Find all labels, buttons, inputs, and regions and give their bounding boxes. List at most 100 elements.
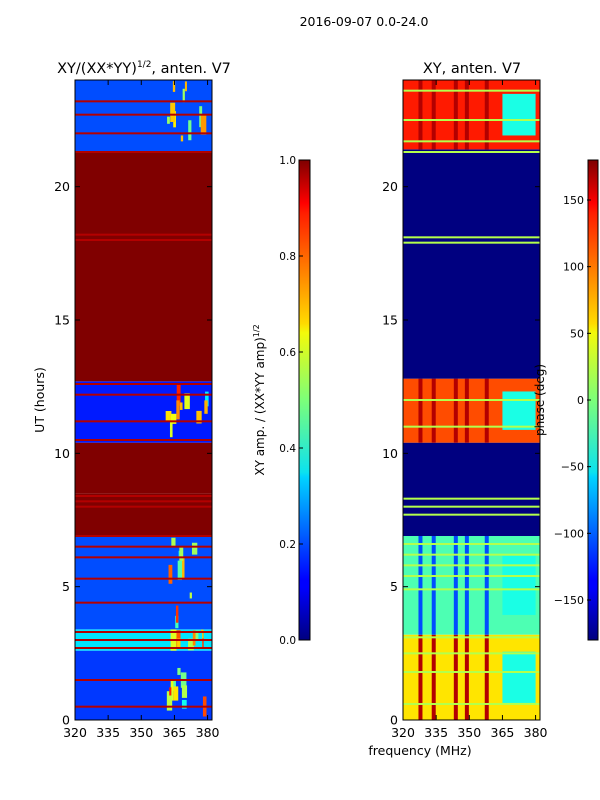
left-y-axis: 0 5 10 15 20 [54, 179, 212, 728]
y-tick-label: 5 [62, 579, 70, 594]
heatmap-cell [179, 402, 183, 410]
y-tick-label: 0 [390, 713, 398, 728]
heatmap-cell [168, 564, 173, 584]
heatmap-cell [179, 547, 184, 561]
right-colorbar-ticks: −150 −100 −50 0 50 100 150 [554, 194, 591, 607]
heatmap-cell [170, 102, 176, 122]
heatmap-cell [170, 413, 177, 424]
y-tick-label: 20 [54, 179, 70, 194]
heatmap-cell [180, 557, 185, 579]
heatmap-cell [177, 638, 181, 649]
right-plot-frame [402, 79, 541, 721]
heatmap-line [75, 420, 212, 423]
left-panel-title: XY/(XX*YY)1/2, anten. V7 [57, 60, 231, 77]
right-colorbar-label: phase (deg) [533, 364, 547, 436]
heatmap-line [403, 399, 540, 401]
heatmap-stripe [464, 536, 469, 635]
heatmap-line [75, 631, 212, 633]
heatmap-line [75, 647, 212, 649]
left-plot-frame [74, 79, 213, 721]
heatmap-line [75, 500, 212, 503]
heatmap-line [403, 89, 540, 92]
x-tick-label: 380 [524, 725, 548, 740]
right-colorbar: phase (deg) −150 −100 −50 0 50 100 150 [533, 159, 599, 641]
heatmap-line [403, 553, 540, 556]
heatmap-cell [502, 93, 536, 136]
heatmap-cell [201, 629, 204, 639]
heatmap-cell [177, 560, 183, 581]
left-colorbar-ticks: 0.0 0.2 0.4 0.6 0.8 1.0 [279, 155, 303, 647]
left-colorbar-gradient [298, 159, 311, 641]
heatmap-stripe [418, 378, 423, 443]
colorbar-tick-label: 0 [577, 394, 584, 407]
heatmap-cell [165, 411, 172, 422]
heatmap-cell [175, 605, 179, 623]
x-tick-label: 335 [424, 725, 448, 740]
heatmap-band [75, 381, 212, 443]
heatmap-cell [169, 421, 173, 438]
heatmap-cell [171, 537, 176, 548]
heatmap-line [403, 236, 540, 239]
colorbar-tick-label: 0.2 [279, 539, 296, 551]
heatmap-stripe [453, 536, 458, 635]
heatmap-stripe [418, 634, 423, 720]
x-tick-label: 380 [196, 725, 220, 740]
x-tick-label: 350 [129, 725, 153, 740]
heatmap-cell [184, 81, 187, 92]
heatmap-stripe [484, 634, 489, 720]
heatmap-line [403, 151, 540, 153]
heatmap-band [75, 536, 212, 630]
heatmap-line [75, 639, 212, 641]
heatmap-cell [502, 391, 536, 430]
x-tick-label: 350 [457, 725, 481, 740]
right-x-axis-label: frequency (MHz) [368, 743, 471, 758]
right-heatmap [403, 80, 540, 720]
left-y-axis-label: UT (hours) [32, 367, 47, 433]
heatmap-cell [184, 393, 190, 410]
y-tick-label: 10 [382, 446, 398, 461]
heatmap-line [75, 100, 212, 103]
heatmap-line [403, 497, 540, 500]
heatmap-line [403, 588, 540, 591]
heatmap-stripe [453, 634, 458, 720]
heatmap-band [75, 442, 212, 494]
colorbar-tick-label: −100 [554, 527, 584, 540]
heatmap-cell [205, 391, 209, 407]
heatmap-cell [196, 410, 202, 424]
heatmap-line [75, 679, 212, 681]
heatmap-cell [200, 114, 207, 135]
heatmap-cell [502, 651, 536, 703]
heatmap-cell [198, 632, 203, 651]
heatmap-line [403, 703, 540, 705]
heatmap-stripe [431, 378, 436, 443]
heatmap-line [403, 636, 540, 639]
colorbar-tick-label: −150 [554, 594, 584, 607]
heatmap-cell [181, 699, 187, 709]
heatmap-line [403, 671, 540, 673]
left-x-axis: 320 335 350 365 380 [63, 80, 220, 740]
colorbar-tick-label: 0.4 [279, 443, 296, 455]
heatmap-line [403, 241, 540, 244]
heatmap-band [403, 149, 540, 379]
heatmap-line [75, 113, 212, 116]
y-tick-label: 15 [382, 313, 398, 328]
x-tick-label: 365 [163, 725, 187, 740]
heatmap-stripe [431, 80, 436, 150]
heatmap-cell [192, 630, 196, 646]
heatmap-line [75, 535, 212, 537]
left-colorbar-label: XY amp. / (XX*YY amp)1/2 [252, 324, 267, 475]
right-x-axis: 320 335 350 365 380 [391, 80, 548, 740]
heatmap-stripe [431, 536, 436, 635]
x-tick-label: 320 [63, 725, 87, 740]
right-panel: XY, anten. V7 320 335 350 365 380 0 5 10 15 20 f… [368, 61, 547, 758]
heatmap-stripe [453, 80, 458, 150]
heatmap-line [75, 556, 212, 559]
colorbar-tick-label: 0.6 [279, 347, 296, 359]
heatmap-band [403, 442, 540, 536]
heatmap-cell [169, 687, 172, 696]
heatmap-cell [171, 679, 176, 691]
heatmap-cell [189, 592, 192, 599]
heatmap-line [75, 495, 212, 497]
heatmap-line [75, 233, 212, 236]
heatmap-line [403, 543, 540, 545]
